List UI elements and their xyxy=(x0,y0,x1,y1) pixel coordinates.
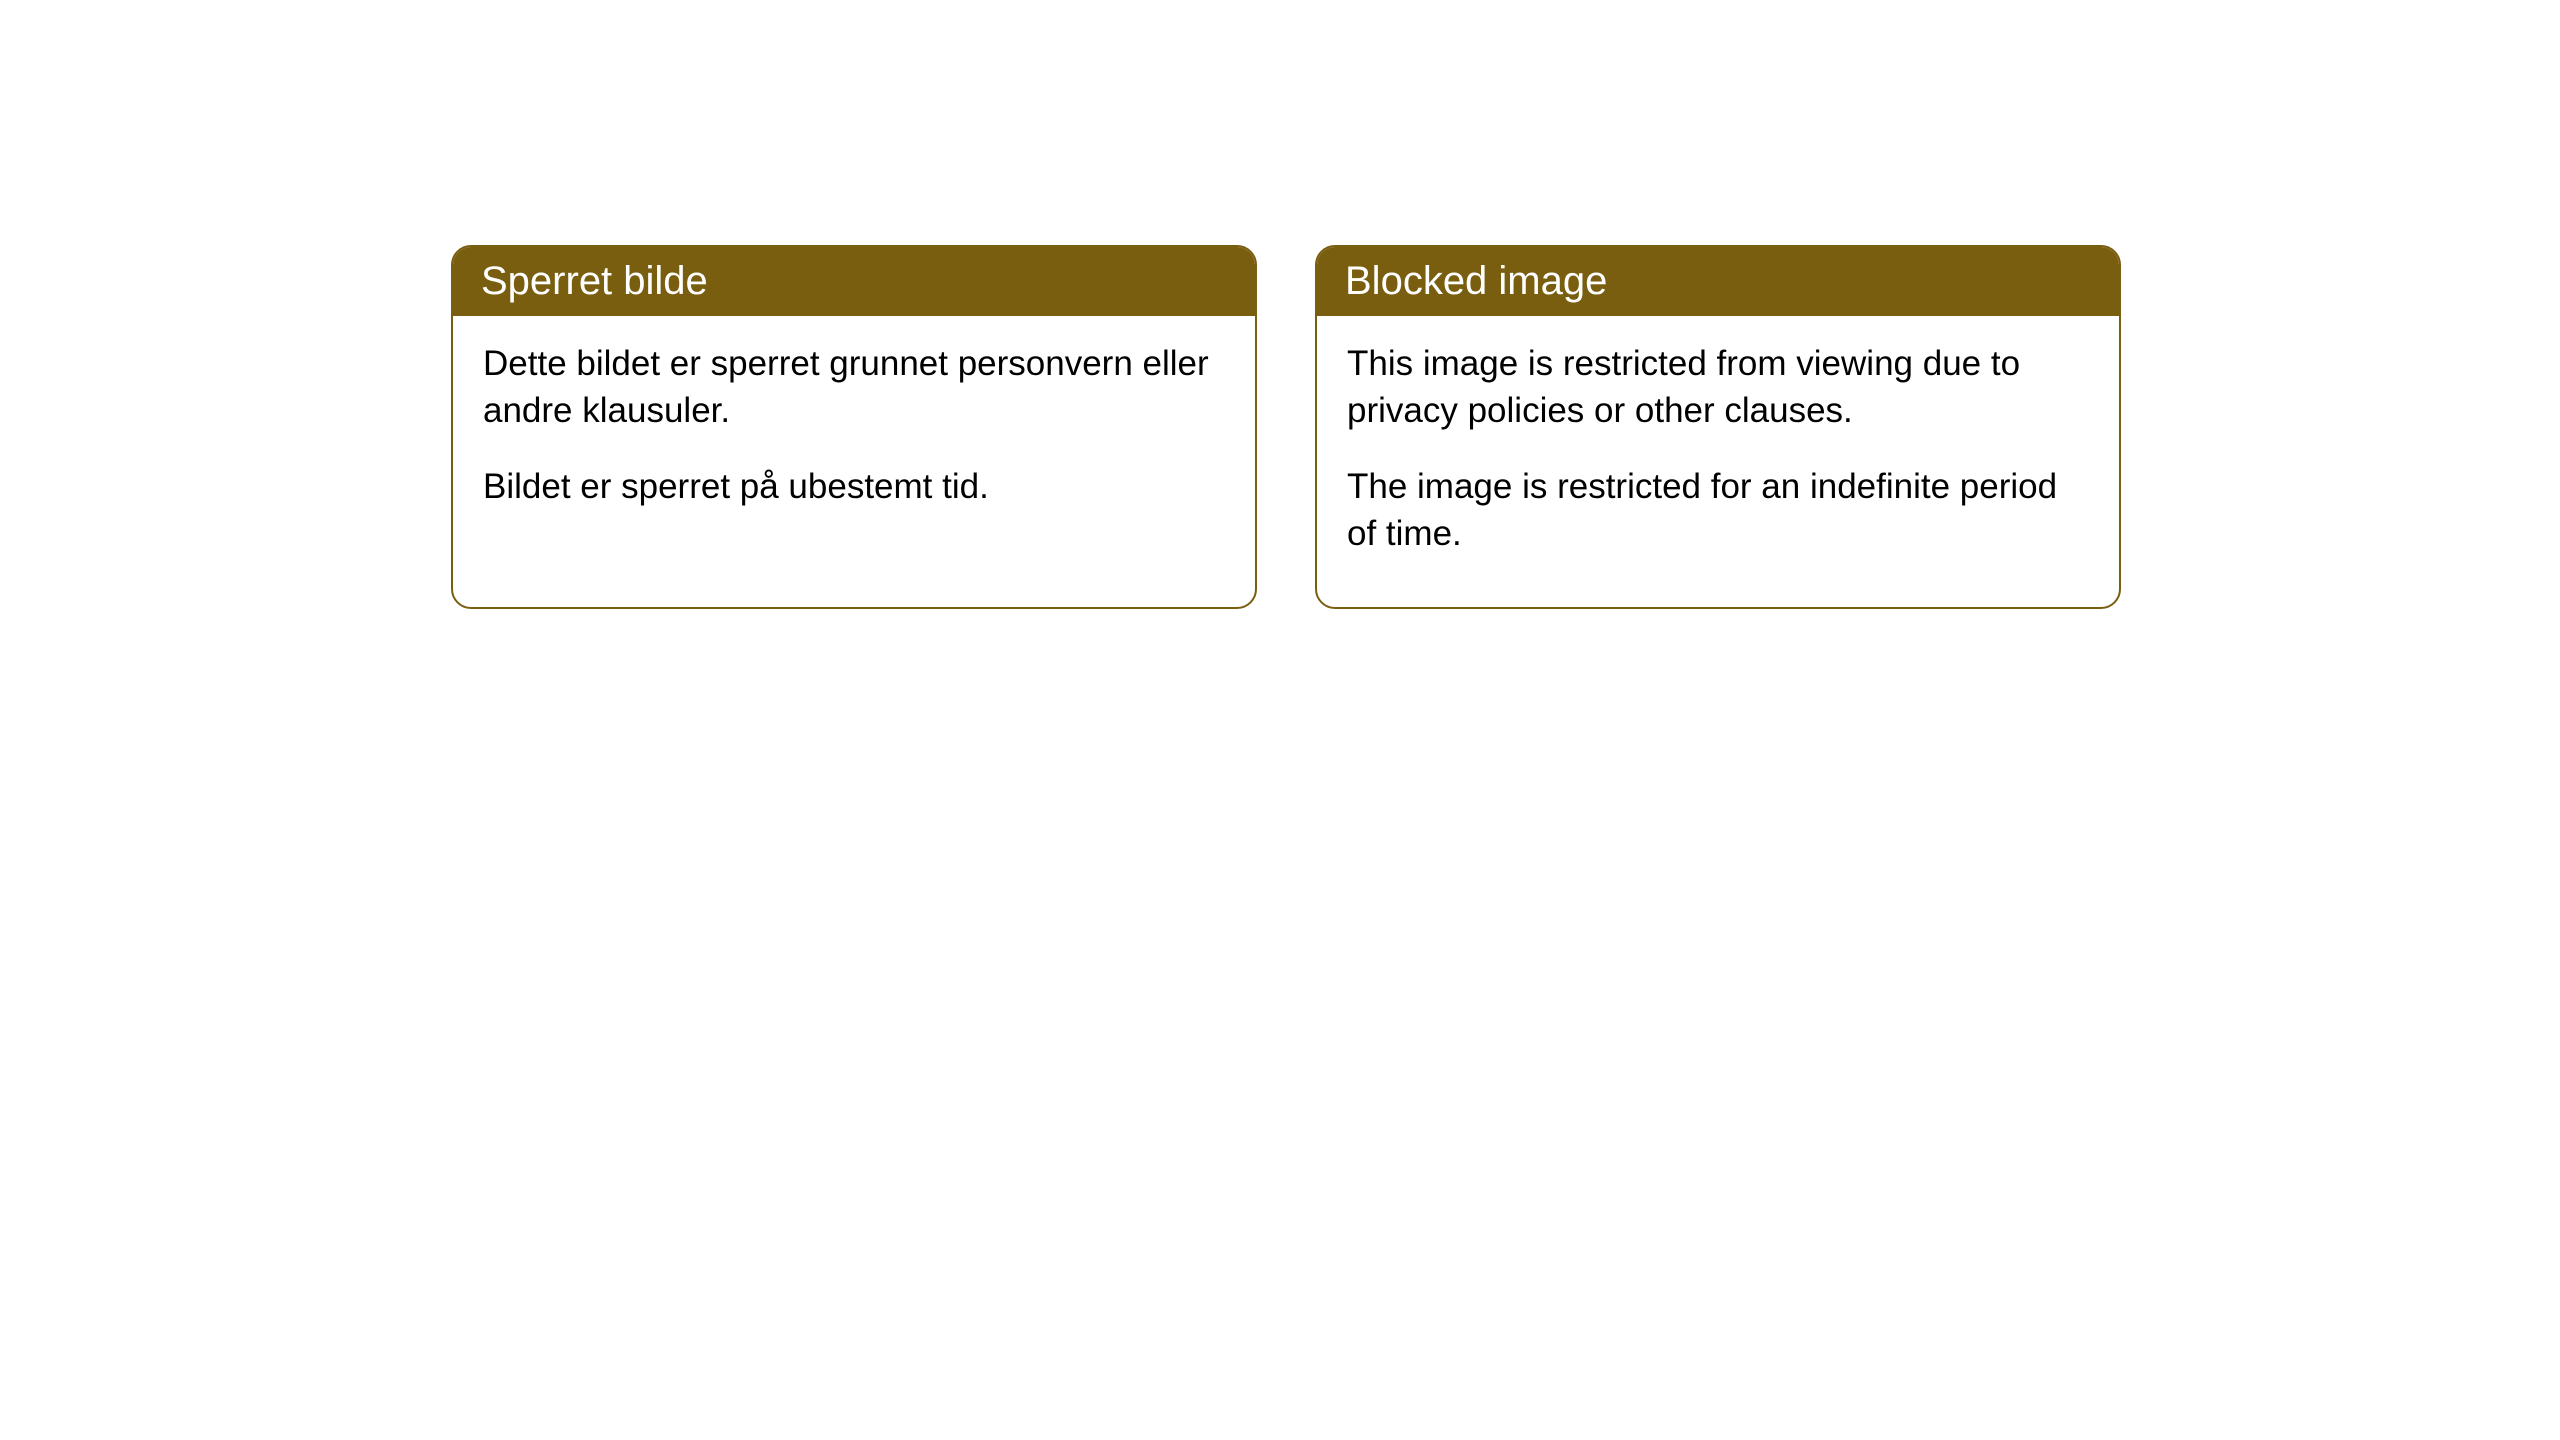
notice-cards-container: Sperret bilde Dette bildet er sperret gr… xyxy=(451,245,2560,609)
card-paragraph: Bildet er sperret på ubestemt tid. xyxy=(483,463,1225,510)
card-header: Blocked image xyxy=(1317,247,2119,316)
card-title: Sperret bilde xyxy=(481,259,708,303)
card-body: Dette bildet er sperret grunnet personve… xyxy=(453,316,1255,560)
card-paragraph: The image is restricted for an indefinit… xyxy=(1347,463,2089,558)
notice-card-english: Blocked image This image is restricted f… xyxy=(1315,245,2121,609)
card-paragraph: Dette bildet er sperret grunnet personve… xyxy=(483,340,1225,435)
card-paragraph: This image is restricted from viewing du… xyxy=(1347,340,2089,435)
card-title: Blocked image xyxy=(1345,259,1607,303)
notice-card-norwegian: Sperret bilde Dette bildet er sperret gr… xyxy=(451,245,1257,609)
card-header: Sperret bilde xyxy=(453,247,1255,316)
card-body: This image is restricted from viewing du… xyxy=(1317,316,2119,607)
